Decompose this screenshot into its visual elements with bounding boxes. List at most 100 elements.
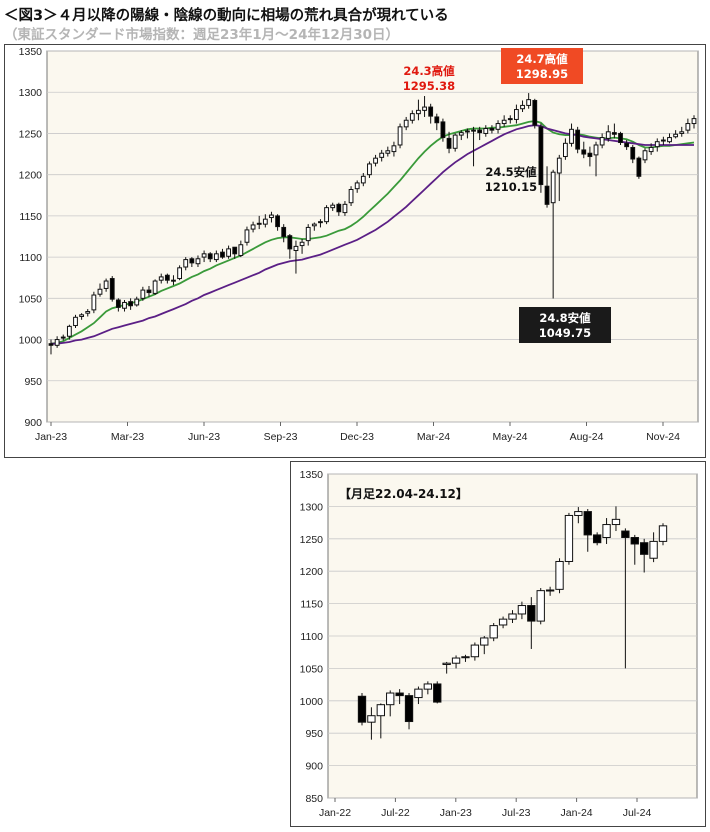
y-tick-label: 1150: [300, 599, 323, 611]
candle-body: [134, 298, 140, 306]
candle-up: [409, 110, 415, 124]
candle-body: [602, 524, 611, 539]
candle-down: [583, 508, 592, 552]
candle-body: [563, 142, 568, 158]
candle-up: [397, 123, 403, 149]
candle-body: [471, 129, 476, 132]
candle-body: [354, 182, 360, 190]
candle-body: [201, 253, 207, 258]
candle-body: [440, 121, 446, 139]
candle-body: [109, 278, 115, 300]
candle-body: [555, 560, 564, 590]
candle-body: [360, 175, 366, 184]
candle-up: [54, 336, 60, 348]
candle-up: [545, 586, 555, 596]
candle-body: [673, 133, 679, 138]
candle-body: [660, 139, 666, 142]
candle-up: [611, 506, 621, 532]
candle-body: [66, 325, 72, 337]
candle-up: [379, 149, 385, 162]
candle-body: [556, 157, 562, 174]
y-tick-label: 850: [305, 793, 323, 805]
candle-up: [470, 642, 480, 661]
annotation-title: 24.5安値: [485, 165, 537, 179]
candle-down: [575, 126, 581, 154]
candle-up: [556, 154, 562, 202]
candle-body: [342, 203, 348, 214]
candle-body: [679, 131, 685, 134]
candle-body: [489, 625, 498, 639]
candle-down: [434, 113, 440, 131]
candle-up: [471, 126, 476, 167]
candle-down: [428, 103, 434, 124]
moving-average-line-ma-long: [51, 124, 694, 345]
candle-down: [275, 214, 280, 231]
y-tick-label: 1350: [19, 46, 43, 58]
candle-body: [630, 537, 639, 545]
candle-up: [574, 507, 583, 524]
candle-body: [428, 106, 434, 117]
candle-body: [379, 152, 385, 158]
candle-body: [587, 152, 593, 158]
x-tick-label: Jan-23: [35, 431, 67, 443]
candle-up: [416, 99, 421, 121]
candle-body: [152, 280, 158, 294]
candle-up: [507, 115, 513, 124]
candle-up: [195, 255, 201, 268]
candle-body: [195, 258, 201, 265]
y-tick-label: 1000: [19, 335, 43, 347]
candle-up: [226, 245, 231, 259]
candle-body: [177, 267, 182, 280]
low-annotation-box: [519, 307, 611, 343]
candle-body: [318, 221, 323, 224]
candle-body: [48, 343, 54, 346]
candle-up: [458, 130, 464, 141]
candle-body: [244, 229, 250, 243]
y-tick-label: 1150: [19, 211, 42, 223]
candle-body: [226, 248, 231, 257]
candle-body: [685, 123, 691, 131]
candle-up: [171, 275, 176, 286]
candle-body: [489, 127, 495, 131]
annotation-label-3: 24.8安値 1049.75: [539, 311, 591, 340]
candle-up: [599, 133, 605, 149]
candle-down: [587, 146, 593, 167]
candle-body: [386, 692, 395, 706]
figure-title: ＜図3＞４月以降の陽線・陰線の動向に相場の荒れ具合が現れている: [4, 8, 449, 24]
candle-up: [658, 523, 668, 546]
candle-body: [299, 241, 305, 247]
candle-body: [583, 511, 592, 536]
candle-up: [73, 314, 78, 329]
candle-body: [544, 185, 550, 205]
candle-up: [66, 324, 72, 340]
candle-down: [164, 273, 170, 284]
candle-down: [630, 144, 636, 164]
candle-body: [545, 589, 555, 592]
annotation-title: 24.7高値: [516, 52, 568, 66]
candle-down: [232, 246, 238, 259]
candle-up: [213, 250, 219, 263]
candle-body: [391, 145, 397, 153]
candle-body: [60, 336, 66, 339]
figure-subtitle: （東証スタンダード市場指数：週足23年1月～24年12月30日）: [4, 27, 400, 43]
candle-up: [593, 141, 599, 177]
candle-body: [305, 226, 311, 242]
candle-up: [177, 265, 182, 281]
candle-body: [414, 688, 423, 699]
candle-up: [555, 558, 564, 594]
candle-up: [103, 278, 109, 292]
candle-body: [373, 157, 378, 164]
candle-up: [376, 703, 385, 739]
candle-body: [536, 590, 545, 622]
x-tick-label: Dec-23: [340, 431, 374, 443]
candle-down: [287, 234, 293, 259]
candle-body: [397, 126, 403, 146]
candle-body: [527, 605, 536, 622]
annotation-label-0: 24.3高値 1295.38: [403, 64, 455, 93]
candle-up: [679, 126, 685, 137]
candle-body: [385, 150, 391, 154]
candle-body: [526, 99, 532, 106]
candle-body: [538, 126, 544, 186]
x-tick-label: Jan-22: [319, 807, 351, 819]
y-tick-label: 1050: [19, 293, 43, 305]
